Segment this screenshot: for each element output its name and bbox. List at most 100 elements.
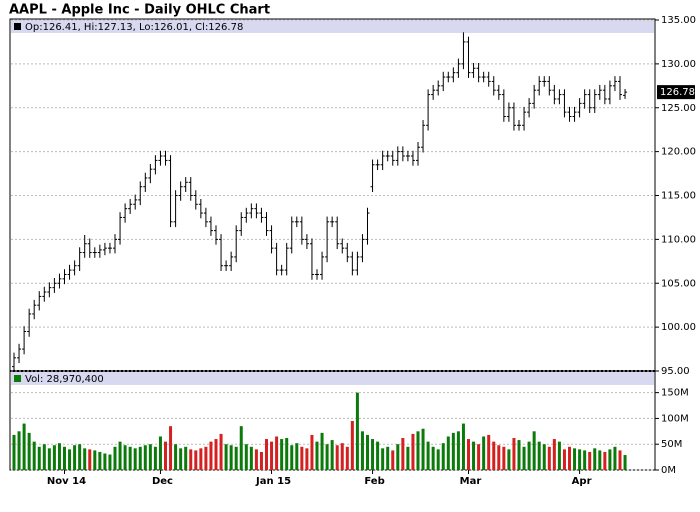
volume-bar [12,434,16,470]
volume-bar [376,441,380,470]
x-tick-label: Jan 15 [255,476,291,487]
volume-bar [502,446,506,470]
volume-bar [244,444,248,470]
y-tick-label: 100.00 [661,322,696,333]
volume-bar [451,432,455,470]
volume-bar [477,444,481,470]
volume-bar [128,446,132,470]
volume-bar [179,448,183,470]
volume-bar [345,446,349,470]
volume-bar [305,448,309,470]
volume-bar [461,423,465,470]
volume-bar [355,392,359,470]
volume-bar [32,441,36,470]
x-tick-label: Apr [572,476,592,487]
volume-bar [467,439,470,470]
volume-bar [557,441,561,470]
volume-bar [416,431,420,470]
volume-legend-swatch [14,375,21,382]
volume-bar [73,445,77,470]
volume-bar [27,432,31,470]
volume-bar [234,446,238,470]
volume-label: Vol: 28,970,400 [25,374,104,385]
volume-bar [401,438,405,470]
volume-bar [164,441,167,470]
marks [11,19,655,471]
volume-bar [123,445,127,470]
volume-bar [583,450,587,470]
volume-bar [608,449,612,470]
volume-bar [396,444,400,470]
volume-bar [37,446,41,470]
volume-bar [406,446,410,470]
volume-bar [578,449,582,470]
volume-bar [52,445,56,470]
volume-bar [623,455,627,470]
price-legend-swatch [14,23,21,30]
volume-bar [270,441,274,470]
volume-bar [431,446,435,470]
volume-bar [487,434,491,470]
volume-bar [568,446,571,470]
volume-bar [285,438,289,470]
volume-bar [325,444,329,470]
volume-bar [320,432,324,470]
y-tick-label: 0M [661,465,676,476]
volume-bar [492,441,496,470]
volume-bar [17,431,21,470]
volume-bar [42,444,46,470]
volume-bar [78,444,82,470]
volume-bar [446,436,450,470]
volume-bar [426,441,430,470]
volume-bar [532,431,536,470]
x-tick-label: Dec [152,476,173,487]
volume-bar [315,441,319,470]
volume-bar [209,441,213,470]
x-tick-label: Feb [364,476,384,487]
volume-bar [436,449,440,470]
volume-bar [194,450,198,470]
volume-bar [249,446,253,470]
volume-bar [340,443,344,470]
y-tick-label: 125.00 [661,103,696,114]
y-tick-label: 95.00 [661,366,690,377]
volume-bar [391,450,395,470]
volume-bar [522,446,526,470]
volume-bar [371,439,375,470]
y-tick-label: 50M [661,439,682,450]
last-price-box [657,85,695,100]
volume-bar [153,446,157,470]
volume-bar [441,443,445,470]
volume-bar [512,438,516,470]
volume-bar [254,449,258,470]
volume-bar [189,449,193,470]
volume-bar [158,436,162,470]
volume-bar [224,444,228,470]
volume-bar [138,446,142,470]
volume-bar [204,446,208,470]
volume-header [11,372,654,385]
volume-bar [214,439,218,470]
volume-bar [547,446,551,470]
volume-bar [613,446,617,470]
volume-bar [63,446,66,470]
volume-bar [562,449,566,470]
price-header [11,20,654,33]
y-tick-label: 105.00 [661,278,696,289]
volume-bar [603,451,607,470]
volume-bar [366,434,369,470]
volume-bar [542,444,546,470]
volume-bar [573,448,577,470]
y-tick-label: 110.00 [661,234,696,245]
ohlc-label: Op:126.41, Hi:127.13, Lo:126.01, Cl:126.… [25,22,243,33]
y-tick-label: 115.00 [661,191,696,202]
volume-bar [295,443,299,470]
volume-bar [113,446,117,470]
volume-bar [83,448,87,470]
volume-bar [275,436,279,470]
volume-bar [47,448,51,470]
volume-bar [57,443,61,470]
volume-bar [598,450,602,470]
volume-bar [350,421,354,470]
volume-bar [507,449,511,470]
